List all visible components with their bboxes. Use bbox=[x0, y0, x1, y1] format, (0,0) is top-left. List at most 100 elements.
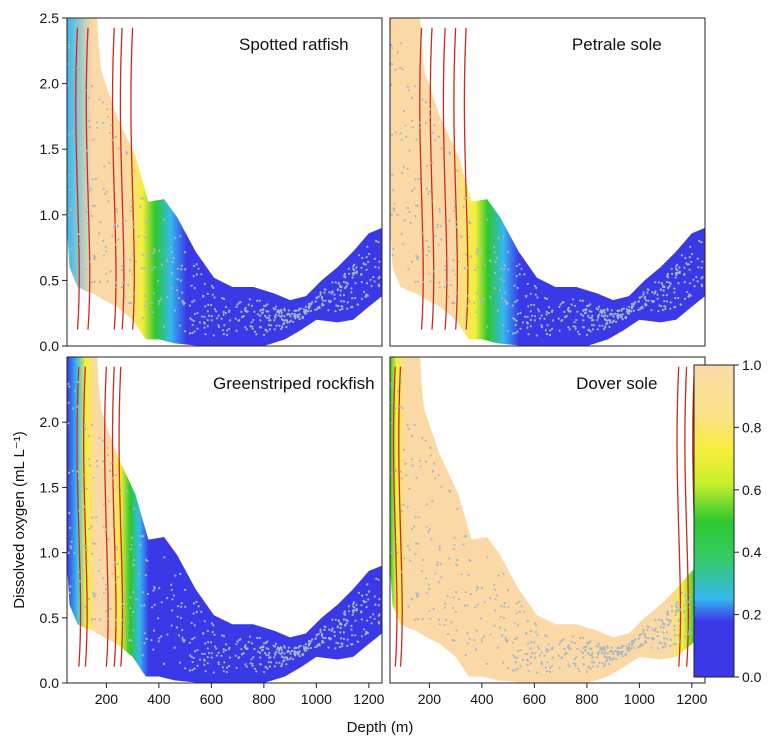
sample-point bbox=[620, 315, 623, 318]
sample-point bbox=[369, 616, 372, 619]
sample-point bbox=[319, 293, 322, 296]
sample-point bbox=[79, 110, 83, 113]
sample-point bbox=[141, 253, 145, 256]
sample-point bbox=[665, 280, 669, 284]
sample-point bbox=[414, 178, 417, 181]
sample-point bbox=[590, 310, 593, 313]
sample-point bbox=[369, 278, 372, 281]
sample-point bbox=[526, 620, 529, 623]
sample-point bbox=[67, 213, 70, 217]
sample-point bbox=[603, 648, 606, 652]
sample-point bbox=[181, 301, 184, 304]
contour-line bbox=[442, 27, 448, 330]
sample-point bbox=[530, 651, 534, 655]
sample-point bbox=[601, 661, 604, 664]
sample-point bbox=[444, 602, 447, 605]
sample-point bbox=[266, 667, 269, 670]
sample-point bbox=[67, 422, 70, 425]
sample-point bbox=[354, 296, 357, 300]
sample-point bbox=[352, 602, 355, 605]
sample-point bbox=[279, 309, 282, 312]
sample-point bbox=[114, 135, 117, 138]
sample-point bbox=[646, 288, 649, 291]
sample-point bbox=[267, 316, 270, 320]
sample-point bbox=[146, 255, 150, 258]
sample-point bbox=[294, 314, 297, 317]
sample-point bbox=[406, 167, 409, 170]
sample-point bbox=[407, 89, 410, 92]
sample-point bbox=[364, 295, 367, 298]
sample-point bbox=[362, 599, 365, 602]
sample-point bbox=[203, 282, 206, 285]
sample-point bbox=[415, 592, 418, 595]
sample-point bbox=[351, 609, 355, 612]
sample-point bbox=[125, 219, 128, 222]
sample-point bbox=[250, 321, 253, 324]
sample-point bbox=[134, 598, 138, 601]
sample-point bbox=[658, 304, 661, 307]
sample-point bbox=[416, 617, 419, 621]
sample-point bbox=[116, 562, 119, 565]
sample-point bbox=[437, 581, 441, 584]
sample-point bbox=[483, 263, 486, 266]
sample-point bbox=[140, 267, 143, 270]
sample-point bbox=[439, 562, 442, 565]
sample-point bbox=[525, 295, 528, 298]
sample-point bbox=[281, 326, 284, 329]
sample-point bbox=[83, 85, 86, 88]
sample-point bbox=[420, 232, 424, 235]
sample-point bbox=[130, 536, 133, 540]
sample-point bbox=[464, 654, 467, 657]
sample-point bbox=[582, 326, 586, 329]
sample-point bbox=[363, 290, 366, 294]
sample-point bbox=[78, 509, 81, 512]
sample-point bbox=[666, 624, 670, 627]
y-tick-label: 2.0 bbox=[40, 414, 60, 430]
y-tick-label: 1.5 bbox=[40, 479, 60, 495]
sample-point bbox=[321, 304, 324, 307]
sample-point bbox=[480, 302, 483, 306]
sample-point bbox=[76, 66, 79, 69]
sample-point bbox=[463, 267, 466, 270]
sample-point bbox=[323, 288, 326, 291]
sample-point bbox=[464, 253, 468, 256]
sample-point bbox=[115, 208, 118, 211]
sample-point bbox=[503, 264, 506, 267]
sample-point bbox=[411, 527, 414, 531]
sample-point bbox=[340, 637, 343, 640]
sample-point bbox=[267, 661, 271, 664]
sample-point bbox=[320, 633, 323, 636]
contour-line bbox=[76, 366, 82, 667]
sample-point bbox=[67, 62, 70, 66]
sample-point bbox=[429, 446, 432, 449]
sample-point bbox=[679, 303, 682, 306]
sample-point bbox=[286, 649, 290, 653]
sample-point bbox=[656, 630, 659, 634]
sample-point bbox=[217, 663, 220, 666]
sample-point bbox=[270, 324, 273, 327]
sample-point bbox=[226, 666, 229, 669]
sample-point bbox=[462, 543, 465, 546]
sample-point bbox=[683, 618, 686, 621]
sample-point bbox=[598, 661, 601, 664]
sample-point bbox=[502, 616, 506, 620]
sample-point bbox=[418, 121, 421, 124]
sample-point bbox=[597, 642, 601, 646]
sample-point bbox=[210, 303, 213, 307]
sample-point bbox=[688, 256, 691, 259]
sample-point bbox=[181, 291, 184, 294]
sample-point bbox=[613, 649, 617, 653]
sample-point bbox=[108, 470, 111, 473]
sample-point bbox=[319, 630, 322, 634]
sample-point bbox=[534, 630, 537, 634]
sample-point bbox=[584, 648, 588, 651]
sample-point bbox=[204, 333, 207, 336]
sample-point bbox=[481, 637, 484, 640]
sample-point bbox=[656, 634, 659, 638]
sample-point bbox=[674, 276, 677, 279]
sample-point bbox=[238, 301, 241, 304]
sample-point bbox=[392, 585, 395, 588]
sample-point bbox=[353, 609, 356, 612]
sample-point bbox=[235, 329, 238, 332]
